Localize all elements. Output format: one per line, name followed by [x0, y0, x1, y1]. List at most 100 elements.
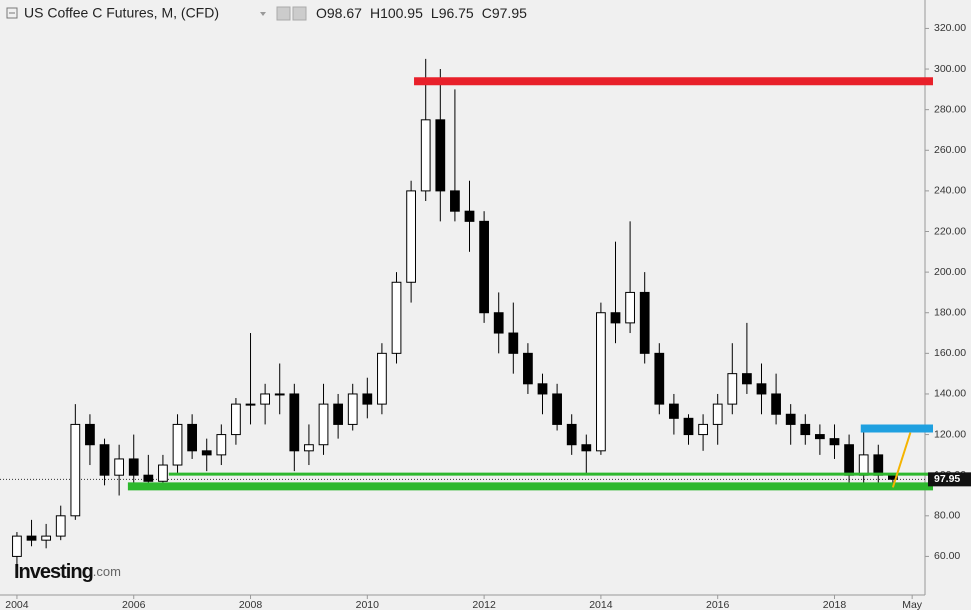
y-tick-label: 80.00 — [934, 510, 960, 522]
candle-body — [712, 403, 723, 425]
ohlc-label: H — [370, 5, 380, 21]
candle-body — [85, 423, 95, 446]
x-tick-label: May — [902, 599, 923, 610]
candle-body — [377, 352, 387, 405]
candle-body — [304, 444, 314, 452]
candle-body — [245, 403, 256, 406]
candle-body — [639, 291, 650, 354]
ohlc-value: 96.75 — [439, 5, 474, 21]
candle-body — [669, 403, 679, 419]
ohlc-text: O98.67 H100.95 L96.75 C97.95 — [316, 5, 527, 21]
y-tick-label: 140.00 — [934, 388, 966, 400]
candle-body — [201, 450, 212, 456]
candle-body — [187, 423, 198, 452]
candle-body — [829, 438, 840, 446]
gear-icon[interactable] — [292, 6, 307, 21]
x-tick-label: 2018 — [823, 599, 847, 610]
x-tick-label: 2008 — [239, 599, 263, 610]
y-tick-label: 160.00 — [934, 347, 966, 359]
candle-body — [566, 423, 577, 446]
candle-body — [552, 393, 562, 425]
brand-name: Investing — [14, 561, 93, 583]
trend-line — [891, 432, 912, 488]
candle-body — [727, 373, 738, 405]
candle-body — [450, 190, 460, 212]
chart-title: US Coffee C Futures, M, (CFD) — [24, 5, 219, 21]
candle-body — [785, 413, 796, 425]
candle-body — [815, 434, 825, 440]
candle-body — [435, 119, 446, 192]
candle-body — [756, 383, 767, 395]
candle-body — [274, 393, 285, 396]
candle-body — [844, 444, 854, 476]
candle-body — [493, 312, 504, 334]
candle-body — [260, 393, 270, 405]
candle-body — [114, 458, 125, 476]
candle-body — [143, 474, 154, 482]
candle-body — [508, 332, 519, 354]
collapse-icon[interactable] — [6, 7, 18, 19]
candle-body — [172, 423, 183, 466]
brand-logo: Investing.com — [14, 561, 121, 583]
x-tick-label: 2010 — [356, 599, 380, 610]
y-tick-label: 120.00 — [934, 428, 966, 440]
y-tick-label: 300.00 — [934, 63, 966, 75]
candle-body — [683, 417, 694, 436]
y-tick-label: 60.00 — [934, 550, 960, 562]
ohlc-value: 97.95 — [492, 5, 527, 21]
candle-body — [41, 535, 52, 541]
candle-body — [70, 423, 81, 517]
ohlc-value: 98.67 — [327, 5, 362, 21]
brand-suffix: .com — [93, 564, 121, 579]
y-tick-label: 240.00 — [934, 185, 966, 197]
x-tick-label: 2014 — [589, 599, 613, 610]
candle-body — [537, 383, 548, 395]
ohlc-label: L — [431, 5, 439, 21]
candle-body — [391, 281, 402, 354]
candle-body — [464, 210, 475, 222]
y-tick-label: 260.00 — [934, 144, 966, 156]
candle-body — [318, 403, 329, 446]
candle-body — [873, 454, 884, 476]
ohlc-value: 100.95 — [380, 5, 423, 21]
ohlc-label: C — [482, 5, 492, 21]
ohlc-header: O98.67 H100.95 L96.75 C97.95 — [316, 5, 527, 21]
candle-body — [800, 423, 811, 436]
candle-body — [654, 352, 665, 405]
candle-body — [289, 393, 300, 452]
x-tick-label: 2012 — [472, 599, 496, 610]
ohlc-label: O — [316, 5, 327, 21]
candle-body — [581, 444, 592, 452]
y-tick-label: 280.00 — [934, 103, 966, 115]
candle-body — [216, 434, 227, 456]
candle-body — [858, 454, 869, 476]
candle-body — [55, 515, 66, 537]
candle-body — [99, 444, 110, 476]
candle-body — [333, 403, 343, 425]
candle-body — [26, 535, 37, 541]
settings-icon[interactable] — [276, 6, 291, 21]
candle-body — [771, 393, 781, 415]
candle-body — [523, 352, 533, 385]
y-tick-label: 220.00 — [934, 225, 966, 237]
dropdown-icon[interactable] — [260, 12, 266, 16]
candle-body — [231, 403, 241, 436]
candle-body — [158, 464, 168, 482]
candle-body — [420, 119, 431, 192]
candle-body — [12, 535, 22, 557]
candle-body — [362, 393, 373, 405]
y-tick-label: 180.00 — [934, 307, 966, 319]
price-tag — [928, 472, 971, 487]
candle-body — [347, 393, 358, 425]
x-tick-label: 2016 — [706, 599, 730, 610]
candle-body — [406, 190, 416, 283]
x-tick-label: 2006 — [122, 599, 146, 610]
candle-body — [742, 373, 752, 385]
y-tick-label: 200.00 — [934, 266, 966, 278]
candle-body — [479, 220, 489, 314]
candle-body — [625, 291, 635, 324]
candle-body — [698, 423, 708, 436]
candle-body — [596, 312, 606, 452]
candle-body — [610, 312, 621, 324]
